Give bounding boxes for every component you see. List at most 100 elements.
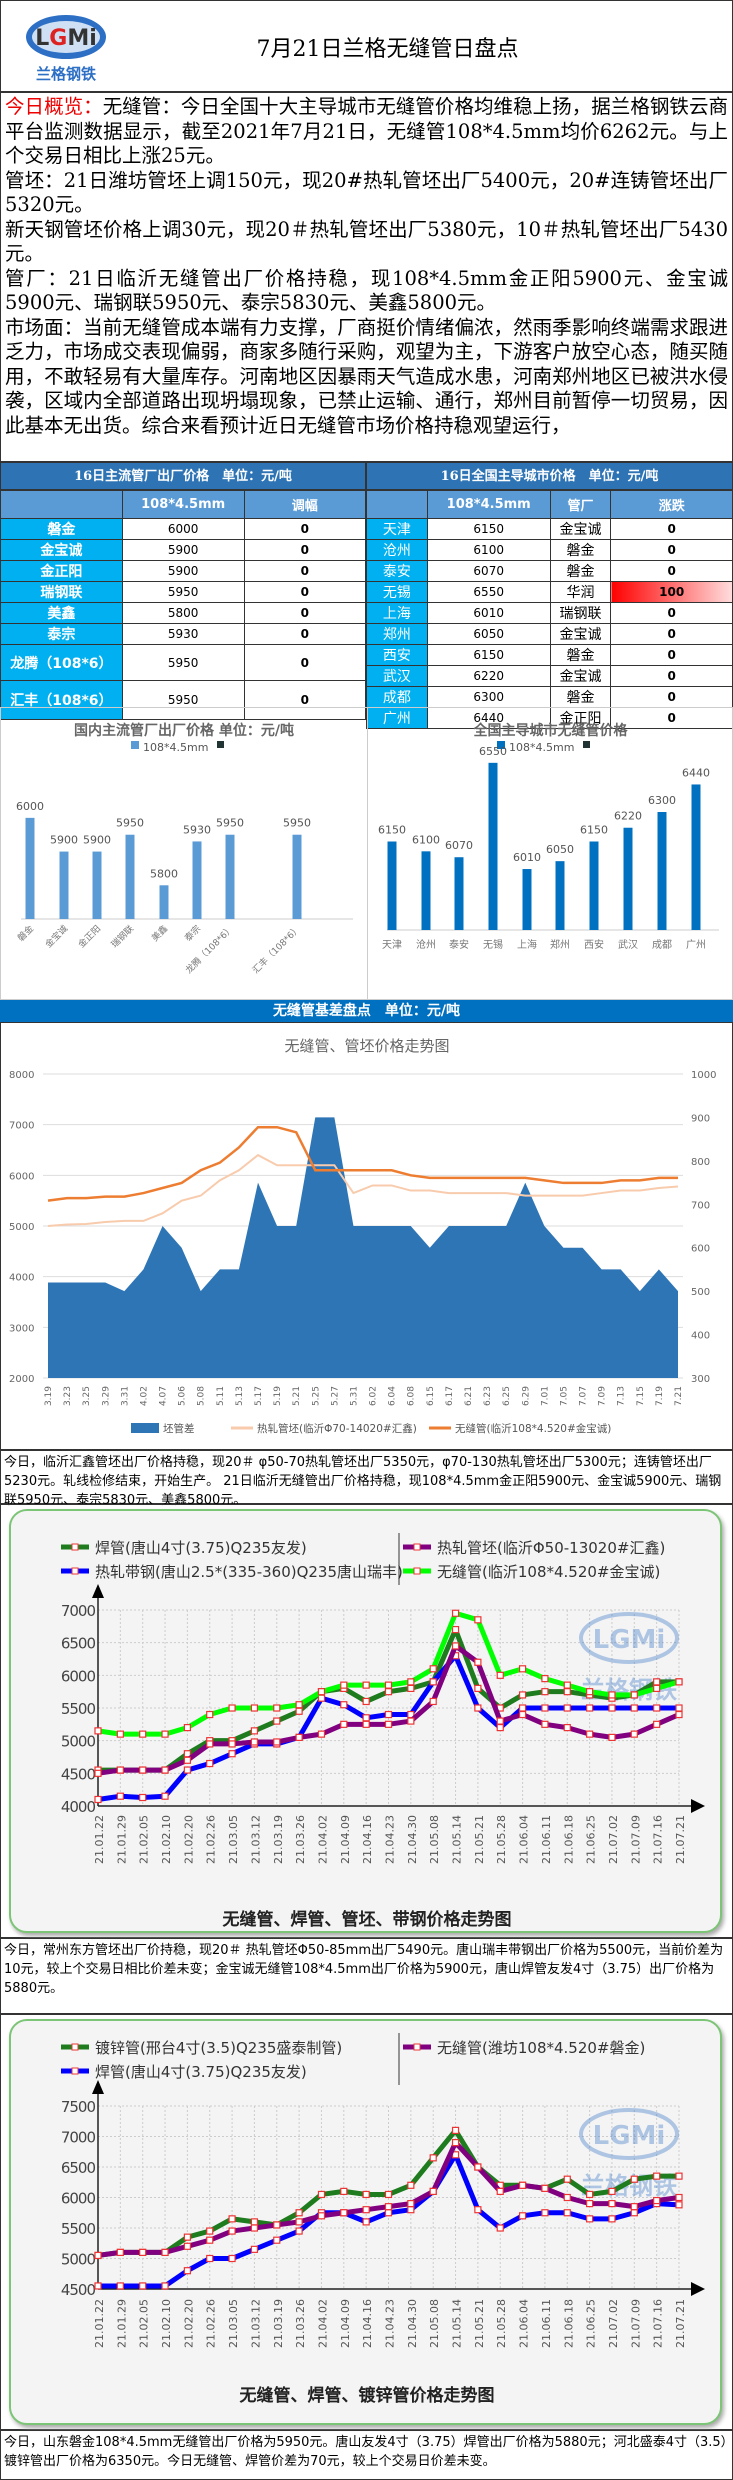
mill-name: 泰宗 (0, 623, 123, 645)
basis-combo-chart: 无缝管、管坯价格走势图 2000 3000 4000 5000 6000 7000 8000 3… (9, 1037, 716, 1435)
data-point-marker (295, 1701, 303, 1709)
data-point-marker (250, 1738, 259, 1746)
page-title: 7月21日兰格无缝管日盘点 (256, 37, 519, 62)
y-tick-label: 7000 (61, 1602, 96, 1620)
city-name: 沧州 (366, 539, 428, 561)
x-tick-label: 21.05.08 (428, 2299, 441, 2348)
data-point-marker (407, 1684, 415, 1692)
watermark-ring (579, 2108, 679, 2160)
line-series (47, 1153, 679, 1227)
mill-bar-chart: 108*4.5mm 6000 磐金 5900 金宝诚 5900 金正阳 5950 瑞钢联 5800… (15, 741, 353, 976)
legend-marker (71, 2043, 79, 2051)
category-label: 沧州 (416, 938, 436, 951)
x-tick-label: 21.05.21 (473, 1815, 486, 1864)
x-tick-label: 7.13 (617, 1386, 627, 1406)
data-point-marker (496, 1724, 504, 1732)
category-label: 瑞钢联 (109, 923, 137, 951)
note-billet: 今日，临沂汇鑫管坯出厂价格持稳，现20＃ φ50-70热轧管坯出厂5350元，φ… (0, 1450, 733, 1508)
category-label: 汇丰（108*6） (250, 923, 303, 976)
x-tick-label: 21.07.16 (652, 2299, 665, 2348)
data-point-marker (206, 2254, 214, 2263)
trend-chart-1-panel: 4000 4500 5000 5500 6000 6500 7000 21.01.22 21.0… (0, 1504, 733, 1938)
bar-value-label: 6550 (479, 745, 507, 758)
x-tick-label: 3.19 (44, 1386, 54, 1406)
table-header-row: 108*4.5mm 调幅 (0, 490, 367, 519)
data-point-marker (340, 2187, 348, 2195)
legend-label: 镀锌管(邢台4寸(3.5)Q235盛泰制管) (95, 2039, 342, 2057)
bar-value-label: 5900 (50, 834, 78, 847)
svg-text:LGMi: LGMi (35, 26, 97, 51)
overview-label: 今日概览： (5, 95, 103, 118)
mill-cell: 金宝诚 (549, 665, 612, 687)
bar (488, 762, 498, 930)
data-point-marker (317, 1694, 326, 1702)
data-point-marker (518, 1710, 527, 1719)
header-cell: 管厂 (549, 490, 612, 519)
x-tick-label: 7.01 (540, 1386, 550, 1406)
data-point-marker (407, 2181, 415, 2189)
area-series-坯管差 (48, 1117, 678, 1378)
data-point-marker (474, 2206, 482, 2214)
x-tick-label: 7.21 (674, 1386, 684, 1406)
data-point-marker (451, 1625, 460, 1634)
data-point-marker (94, 1795, 102, 1804)
data-point-marker (541, 1688, 549, 1696)
data-point-marker (228, 1704, 236, 1712)
svg-text:兰格钢铁: 兰格钢铁 (36, 65, 96, 83)
data-point-marker (295, 1733, 303, 1741)
x-tick-label: 21.02.26 (205, 2299, 218, 2348)
table-row: 龙腾（108*6） 5950 0 (0, 644, 367, 681)
data-point-marker (608, 2187, 616, 2195)
bar-value-label: 6070 (445, 839, 473, 852)
category-label: 上海 (517, 938, 537, 951)
data-point-marker (608, 1733, 616, 1741)
legend-label: 无缝管(临沂108*4.520#金宝诚) (437, 1563, 660, 1581)
x-tick-label: 5.21 (292, 1386, 302, 1406)
data-point-marker (206, 2227, 214, 2235)
mill-chart-title: 国内主流管厂出厂价格 单位：元/吨 (74, 723, 294, 739)
data-point-marker (563, 1704, 571, 1712)
bar-value-label: 5950 (116, 817, 144, 830)
price-cell: 6100 (426, 539, 551, 561)
x-tick-label: 7.19 (655, 1386, 665, 1406)
divider (367, 708, 368, 1001)
data-point-marker (183, 1724, 191, 1732)
price-cell: 5900 (121, 560, 245, 582)
data-point-marker (384, 2203, 393, 2211)
category-label: 武汉 (618, 938, 638, 951)
mill-cell: 金宝诚 (549, 518, 612, 540)
bar (657, 812, 667, 930)
legend-label: 焊管(唐山4寸(3.75)Q235友发) (95, 2063, 307, 2081)
data-point-marker (183, 2267, 191, 2275)
data-point-marker (228, 2215, 236, 2223)
city-name: 西安 (366, 644, 428, 666)
bar (691, 784, 701, 930)
y-tick-right: 1000 (691, 1070, 716, 1081)
bar-value-label: 5900 (83, 834, 111, 847)
data-point-marker (451, 2126, 460, 2135)
x-tick-label: 21.02.20 (182, 2299, 195, 2348)
mill-cell: 磐金 (549, 686, 612, 708)
data-point-marker (228, 1740, 236, 1748)
x-tick-label: 7.07 (579, 1386, 589, 1406)
data-point-marker (474, 1704, 482, 1712)
city-table-title: 16日全国主导城市价格 单位：元/吨 (366, 462, 733, 490)
x-tick-label: 6.23 (483, 1386, 493, 1406)
data-point-marker (496, 2224, 504, 2232)
change-cell: 0 (243, 680, 367, 720)
data-point-marker (407, 1717, 415, 1725)
bar (125, 834, 135, 919)
data-point-marker (630, 2175, 638, 2183)
data-point-marker (563, 2175, 571, 2183)
data-point-marker (362, 1714, 370, 1722)
data-point-marker (496, 1717, 504, 1725)
data-point-marker (362, 1697, 370, 1706)
header-cell (366, 490, 428, 519)
data-point-marker (183, 1766, 191, 1774)
x-tick-label: 21.04.23 (384, 1815, 397, 1864)
data-point-marker (451, 1609, 460, 1617)
y-tick-label: 6500 (61, 2159, 96, 2177)
x-axis-arrow-icon (691, 2282, 705, 2296)
city-name: 上海 (366, 602, 428, 624)
x-tick-label: 5.31 (349, 1386, 359, 1406)
